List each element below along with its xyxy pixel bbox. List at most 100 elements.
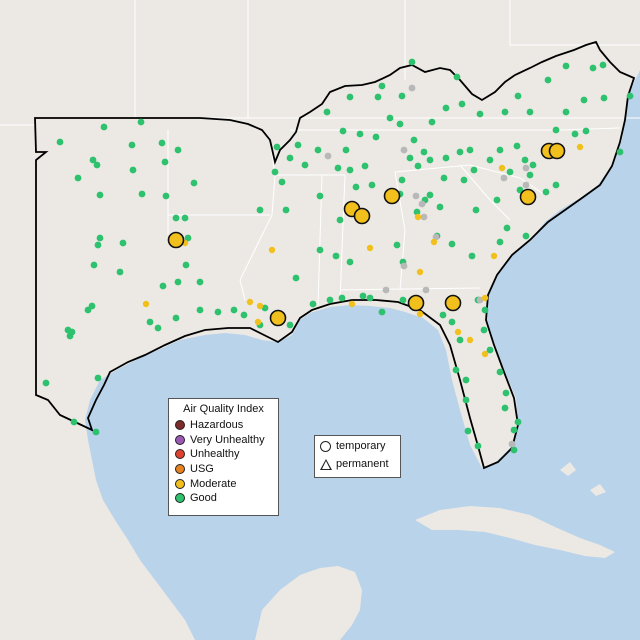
good-station-marker[interactable] [480, 326, 488, 334]
good-station-marker[interactable] [119, 239, 127, 247]
good-station-marker[interactable] [94, 241, 102, 249]
temporary-moderate-monitor[interactable] [269, 309, 287, 327]
good-station-marker[interactable] [436, 203, 444, 211]
good-station-marker[interactable] [414, 162, 422, 170]
good-station-marker[interactable] [116, 268, 124, 276]
good-station-marker[interactable] [442, 104, 450, 112]
good-station-marker[interactable] [334, 164, 342, 172]
good-station-marker[interactable] [398, 176, 406, 184]
good-station-marker[interactable] [470, 166, 478, 174]
no-data-station-marker[interactable] [418, 200, 426, 208]
good-station-marker[interactable] [292, 274, 300, 282]
temporary-moderate-monitor[interactable] [444, 294, 462, 312]
good-station-marker[interactable] [161, 158, 169, 166]
no-data-station-marker[interactable] [408, 84, 416, 92]
good-station-marker[interactable] [453, 73, 461, 81]
good-station-marker[interactable] [137, 118, 145, 126]
good-station-marker[interactable] [542, 188, 550, 196]
good-station-marker[interactable] [529, 161, 537, 169]
good-station-marker[interactable] [286, 321, 294, 329]
good-station-marker[interactable] [589, 64, 597, 72]
good-station-marker[interactable] [398, 92, 406, 100]
good-station-marker[interactable] [359, 292, 367, 300]
good-station-marker[interactable] [309, 300, 317, 308]
good-station-marker[interactable] [286, 154, 294, 162]
good-station-marker[interactable] [440, 174, 448, 182]
good-station-marker[interactable] [562, 108, 570, 116]
good-station-marker[interactable] [346, 93, 354, 101]
good-station-marker[interactable] [326, 296, 334, 304]
good-station-marker[interactable] [464, 427, 472, 435]
good-station-marker[interactable] [374, 93, 382, 101]
good-station-marker[interactable] [138, 190, 146, 198]
good-station-marker[interactable] [174, 146, 182, 154]
temporary-moderate-monitor[interactable] [548, 142, 566, 160]
good-station-marker[interactable] [323, 108, 331, 116]
good-station-marker[interactable] [70, 418, 78, 426]
good-station-marker[interactable] [496, 368, 504, 376]
moderate-station-marker[interactable] [142, 300, 150, 308]
good-station-marker[interactable] [89, 156, 97, 164]
good-station-marker[interactable] [468, 252, 476, 260]
temporary-moderate-monitor[interactable] [407, 294, 425, 312]
moderate-station-marker[interactable] [254, 318, 262, 326]
good-station-marker[interactable] [92, 428, 100, 436]
good-station-marker[interactable] [552, 181, 560, 189]
good-station-marker[interactable] [399, 296, 407, 304]
good-station-marker[interactable] [580, 96, 588, 104]
good-station-marker[interactable] [599, 61, 607, 69]
good-station-marker[interactable] [128, 141, 136, 149]
moderate-station-marker[interactable] [348, 300, 356, 308]
good-station-marker[interactable] [472, 206, 480, 214]
good-station-marker[interactable] [410, 136, 418, 144]
good-station-marker[interactable] [456, 148, 464, 156]
good-station-marker[interactable] [496, 146, 504, 154]
no-data-station-marker[interactable] [476, 296, 484, 304]
good-station-marker[interactable] [316, 192, 324, 200]
moderate-station-marker[interactable] [454, 328, 462, 336]
good-station-marker[interactable] [294, 141, 302, 149]
good-station-marker[interactable] [158, 139, 166, 147]
good-station-marker[interactable] [486, 156, 494, 164]
good-station-marker[interactable] [94, 374, 102, 382]
good-station-marker[interactable] [84, 306, 92, 314]
good-station-marker[interactable] [339, 127, 347, 135]
good-station-marker[interactable] [428, 118, 436, 126]
good-station-marker[interactable] [513, 142, 521, 150]
good-station-marker[interactable] [256, 206, 264, 214]
good-station-marker[interactable] [458, 100, 466, 108]
no-data-station-marker[interactable] [522, 164, 530, 172]
good-station-marker[interactable] [420, 148, 428, 156]
good-station-marker[interactable] [352, 183, 360, 191]
good-station-marker[interactable] [129, 166, 137, 174]
moderate-station-marker[interactable] [366, 244, 374, 252]
moderate-station-marker[interactable] [498, 164, 506, 172]
no-data-station-marker[interactable] [400, 146, 408, 154]
moderate-station-marker[interactable] [490, 252, 498, 260]
good-station-marker[interactable] [146, 318, 154, 326]
good-station-marker[interactable] [544, 76, 552, 84]
good-station-marker[interactable] [552, 126, 560, 134]
good-station-marker[interactable] [56, 138, 64, 146]
no-data-station-marker[interactable] [500, 174, 508, 182]
good-station-marker[interactable] [282, 206, 290, 214]
good-station-marker[interactable] [526, 171, 534, 179]
good-station-marker[interactable] [196, 278, 204, 286]
good-station-marker[interactable] [378, 82, 386, 90]
moderate-station-marker[interactable] [466, 336, 474, 344]
good-station-marker[interactable] [493, 196, 501, 204]
good-station-marker[interactable] [426, 191, 434, 199]
good-station-marker[interactable] [522, 232, 530, 240]
no-data-station-marker[interactable] [432, 233, 440, 241]
good-station-marker[interactable] [616, 148, 624, 156]
good-station-marker[interactable] [448, 318, 456, 326]
good-station-marker[interactable] [42, 379, 50, 387]
good-station-marker[interactable] [338, 294, 346, 302]
good-station-marker[interactable] [502, 389, 510, 397]
no-data-station-marker[interactable] [382, 286, 390, 294]
good-station-marker[interactable] [462, 376, 470, 384]
good-station-marker[interactable] [510, 446, 518, 454]
good-station-marker[interactable] [314, 146, 322, 154]
good-station-marker[interactable] [501, 404, 509, 412]
good-station-marker[interactable] [196, 306, 204, 314]
